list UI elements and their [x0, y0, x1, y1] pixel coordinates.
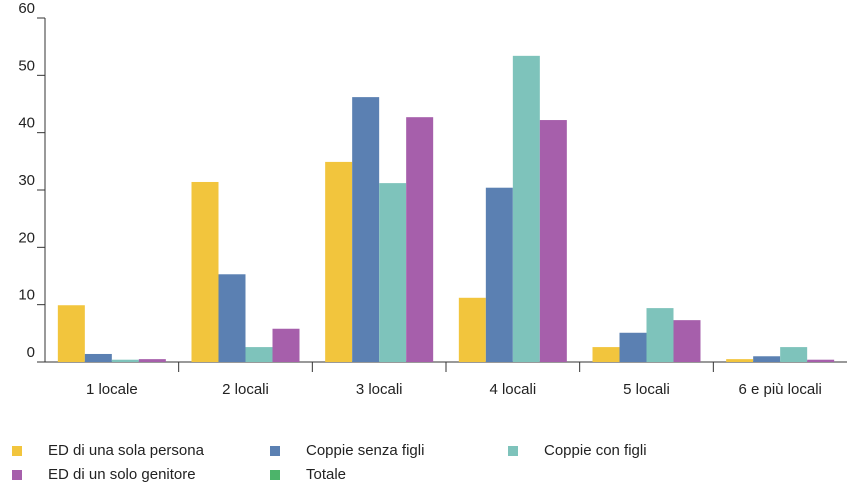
legend-swatch: [270, 470, 280, 480]
bar: [138, 359, 166, 362]
bar: [780, 347, 808, 362]
y-tick-label: 50: [18, 57, 35, 74]
bar: [485, 187, 513, 362]
bar: [619, 332, 647, 362]
bar: [646, 308, 674, 362]
x-tick-label: 6 e più locali: [738, 381, 821, 398]
legend-swatch: [12, 446, 22, 456]
legend-label: ED di una sola persona: [48, 442, 205, 459]
bar: [272, 328, 300, 362]
y-tick-label: 60: [18, 0, 35, 17]
bar: [458, 297, 486, 362]
bar: [352, 97, 380, 363]
bar: [111, 359, 139, 362]
bar: [218, 274, 246, 362]
legend-label: Coppie senza figli: [306, 442, 424, 459]
y-tick-label: 20: [18, 229, 35, 246]
legend-label: ED di un solo genitore: [48, 466, 196, 483]
x-tick-label: 5 locali: [623, 381, 670, 398]
bar: [807, 359, 835, 362]
y-tick-label: 30: [18, 172, 35, 189]
bar: [406, 117, 434, 362]
x-tick-label: 3 locali: [356, 381, 403, 398]
legend-swatch: [270, 446, 280, 456]
bar: [84, 353, 112, 362]
legend-swatch: [12, 470, 22, 480]
bar: [325, 161, 353, 362]
bar: [57, 305, 85, 362]
y-tick-label: 40: [18, 115, 35, 132]
y-tick-label: 10: [18, 287, 35, 304]
bar: [512, 55, 540, 363]
x-tick-label: 4 locali: [489, 381, 536, 398]
legend-label: Coppie con figli: [544, 442, 647, 459]
x-tick-label: 1 locale: [86, 381, 138, 398]
legend-label: Totale: [306, 466, 346, 483]
bar: [753, 356, 781, 362]
bar: [191, 181, 219, 362]
bar: [726, 359, 754, 362]
bar: [673, 320, 701, 362]
bar: [379, 183, 407, 362]
bar: [245, 347, 273, 362]
bar: [539, 120, 567, 362]
y-tick-label: 0: [27, 344, 35, 361]
legend-swatch: [508, 446, 518, 456]
bar: [592, 347, 620, 362]
x-tick-label: 2 locali: [222, 381, 269, 398]
